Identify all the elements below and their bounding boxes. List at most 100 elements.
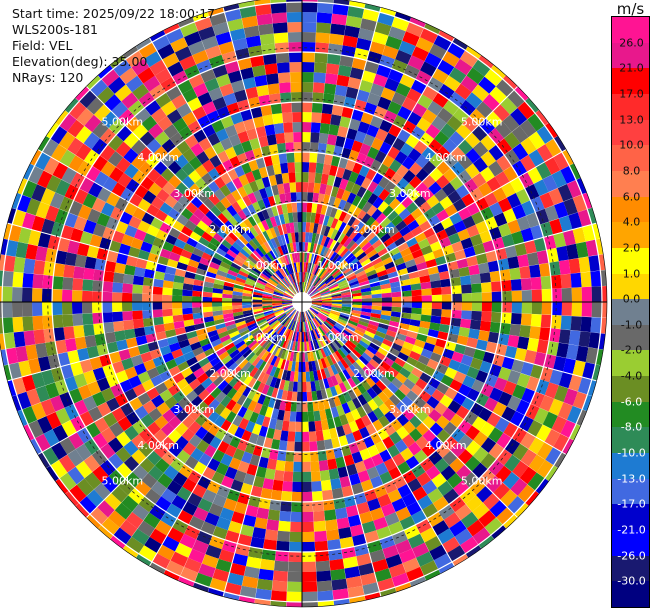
velocity-gate (453, 107, 470, 124)
velocity-gate (227, 572, 244, 586)
velocity-gate (460, 511, 479, 529)
velocity-gate (411, 295, 422, 302)
velocity-gate (581, 302, 592, 317)
velocity-gate (370, 507, 385, 521)
velocity-gate (351, 451, 363, 464)
velocity-gate (305, 272, 309, 283)
velocity-gate (432, 68, 449, 84)
velocity-gate (415, 378, 428, 391)
velocity-gate (137, 249, 150, 261)
velocity-gate (341, 296, 352, 300)
velocity-gate (31, 215, 46, 233)
velocity-gate (144, 536, 162, 554)
velocity-gate (540, 314, 552, 328)
velocity-gate (106, 192, 121, 207)
velocity-gate (451, 309, 462, 319)
velocity-gate (264, 266, 274, 276)
velocity-gate (372, 395, 384, 408)
velocity-gate (241, 332, 252, 341)
velocity-gate (338, 221, 347, 233)
velocity-gate (472, 527, 491, 545)
velocity-gate (527, 472, 545, 491)
velocity-gate (460, 318, 472, 329)
velocity-gate (293, 222, 299, 233)
velocity-gate (236, 273, 248, 281)
velocity-gate (444, 340, 457, 352)
velocity-gate (312, 243, 318, 254)
velocity-gate (255, 466, 267, 479)
velocity-gate (316, 314, 326, 323)
velocity-gate (401, 302, 413, 308)
velocity-gate (171, 495, 187, 510)
colorbar-tick-label: 6.0 (622, 190, 641, 204)
velocity-gate (358, 340, 370, 349)
velocity-gate (361, 414, 372, 427)
velocity-gate (460, 75, 478, 92)
velocity-gate (72, 313, 84, 326)
velocity-gate (94, 258, 107, 271)
velocity-gate (267, 280, 277, 287)
velocity-gate (318, 256, 325, 267)
velocity-gate (110, 535, 126, 549)
velocity-gate (221, 355, 233, 365)
velocity-gate (567, 405, 583, 424)
velocity-gate (311, 202, 318, 214)
velocity-gate (239, 267, 250, 275)
velocity-gate (346, 255, 357, 265)
velocity-gate (174, 355, 187, 366)
velocity-gate (188, 170, 202, 184)
velocity-gate (99, 144, 116, 161)
velocity-gate (393, 203, 406, 215)
velocity-gate (471, 172, 487, 188)
velocity-gate (295, 351, 300, 362)
velocity-gate (198, 203, 210, 215)
velocity-gate (320, 289, 330, 295)
velocity-gate (17, 178, 28, 195)
velocity-gate (171, 94, 187, 110)
velocity-gate (328, 264, 338, 274)
velocity-gate (356, 553, 372, 567)
velocity-gate (287, 571, 302, 582)
velocity-gate (147, 252, 160, 264)
velocity-gate (314, 254, 320, 265)
velocity-gate (22, 316, 34, 332)
velocity-gate (350, 334, 361, 344)
velocity-gate (253, 310, 264, 315)
velocity-gate (560, 420, 577, 438)
velocity-gate (405, 237, 418, 248)
velocity-gate (442, 407, 456, 422)
velocity-gate (331, 293, 342, 298)
velocity-gate (155, 520, 172, 536)
range-ring-label: 4.00km (137, 151, 179, 164)
velocity-gate (544, 429, 561, 447)
velocity-gate (345, 432, 356, 445)
velocity-gate (302, 141, 311, 153)
velocity-gate (351, 218, 361, 230)
velocity-gate (180, 249, 193, 259)
velocity-gate (255, 3, 272, 16)
velocity-gate (322, 335, 330, 346)
velocity-gate (114, 262, 126, 274)
velocity-gate (322, 272, 331, 281)
velocity-gate (471, 292, 483, 302)
velocity-gate (311, 305, 321, 311)
velocity-gate (266, 251, 275, 262)
velocity-gate (387, 226, 399, 238)
velocity-gate (75, 86, 90, 102)
velocity-gate (303, 272, 306, 283)
velocity-gate (116, 462, 133, 479)
velocity-gate (218, 41, 235, 55)
velocity-gate (322, 93, 335, 105)
velocity-gate (235, 320, 246, 328)
velocity-gate (308, 252, 313, 263)
colorbar-tick-label: 2.0 (622, 241, 641, 255)
velocity-gate (131, 58, 150, 76)
velocity-gate (32, 302, 43, 317)
velocity-gate (482, 240, 496, 253)
velocity-gate (269, 344, 277, 354)
velocity-gate (375, 128, 389, 142)
velocity-gate (83, 370, 97, 385)
velocity-gate (319, 269, 328, 279)
velocity-gate (560, 273, 572, 289)
velocity-gate (259, 33, 275, 46)
